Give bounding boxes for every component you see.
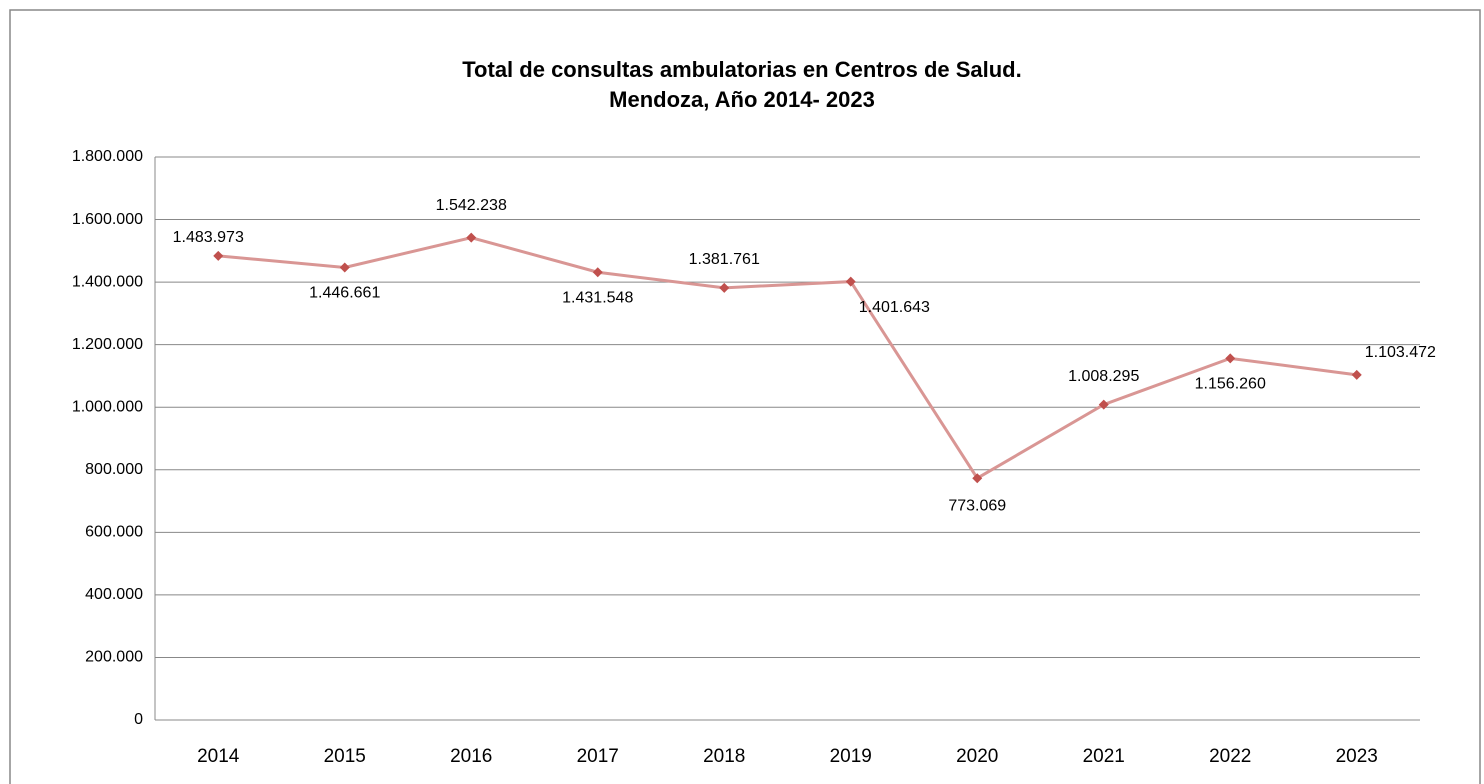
marker xyxy=(592,267,603,278)
y-tick-label: 600.000 xyxy=(85,524,143,541)
marker xyxy=(1351,369,1362,380)
chart-frame xyxy=(9,9,1481,784)
x-tick-label: 2019 xyxy=(830,746,872,767)
x-tick-label: 2022 xyxy=(1209,746,1251,767)
data-label: 1.542.238 xyxy=(436,197,507,214)
x-tick-label: 2015 xyxy=(324,746,366,767)
y-tick-label: 800.000 xyxy=(85,461,143,478)
x-tick-label: 2016 xyxy=(450,746,492,767)
x-tick-label: 2017 xyxy=(577,746,619,767)
marker xyxy=(1225,353,1236,364)
data-label: 773.069 xyxy=(948,497,1006,514)
chart-title: Mendoza, Año 2014- 2023 xyxy=(609,87,875,112)
marker xyxy=(1098,399,1109,410)
x-tick-label: 2023 xyxy=(1336,746,1378,767)
data-label: 1.103.472 xyxy=(1365,344,1436,361)
y-tick-label: 1.200.000 xyxy=(72,336,143,353)
x-tick-label: 2021 xyxy=(1083,746,1125,767)
y-tick-label: 1.600.000 xyxy=(72,211,143,228)
x-tick-label: 2020 xyxy=(956,746,998,767)
y-tick-label: 200.000 xyxy=(85,649,143,666)
marker xyxy=(845,276,856,287)
y-tick-label: 1.000.000 xyxy=(72,398,143,415)
marker xyxy=(719,282,730,293)
data-label: 1.156.260 xyxy=(1195,376,1266,393)
y-tick-label: 400.000 xyxy=(85,586,143,603)
marker xyxy=(972,473,983,484)
x-tick-label: 2018 xyxy=(703,746,745,767)
y-tick-label: 1.400.000 xyxy=(72,273,143,290)
line xyxy=(218,236,1357,481)
data-label: 1.446.661 xyxy=(309,285,380,302)
marker xyxy=(466,232,477,243)
chart-title: Total de consultas ambulatorias en Centr… xyxy=(462,57,1022,82)
data-label: 1.431.548 xyxy=(562,289,633,306)
marker xyxy=(213,250,224,261)
y-tick-label: 0 xyxy=(134,711,143,728)
y-tick-label: 1.800.000 xyxy=(72,148,143,165)
data-label: 1.381.761 xyxy=(689,251,760,268)
data-label: 1.008.295 xyxy=(1068,368,1139,385)
x-tick-label: 2014 xyxy=(197,746,240,767)
data-label: 1.483.973 xyxy=(173,229,244,246)
marker xyxy=(339,262,350,273)
data-label: 1.401.643 xyxy=(859,299,930,316)
